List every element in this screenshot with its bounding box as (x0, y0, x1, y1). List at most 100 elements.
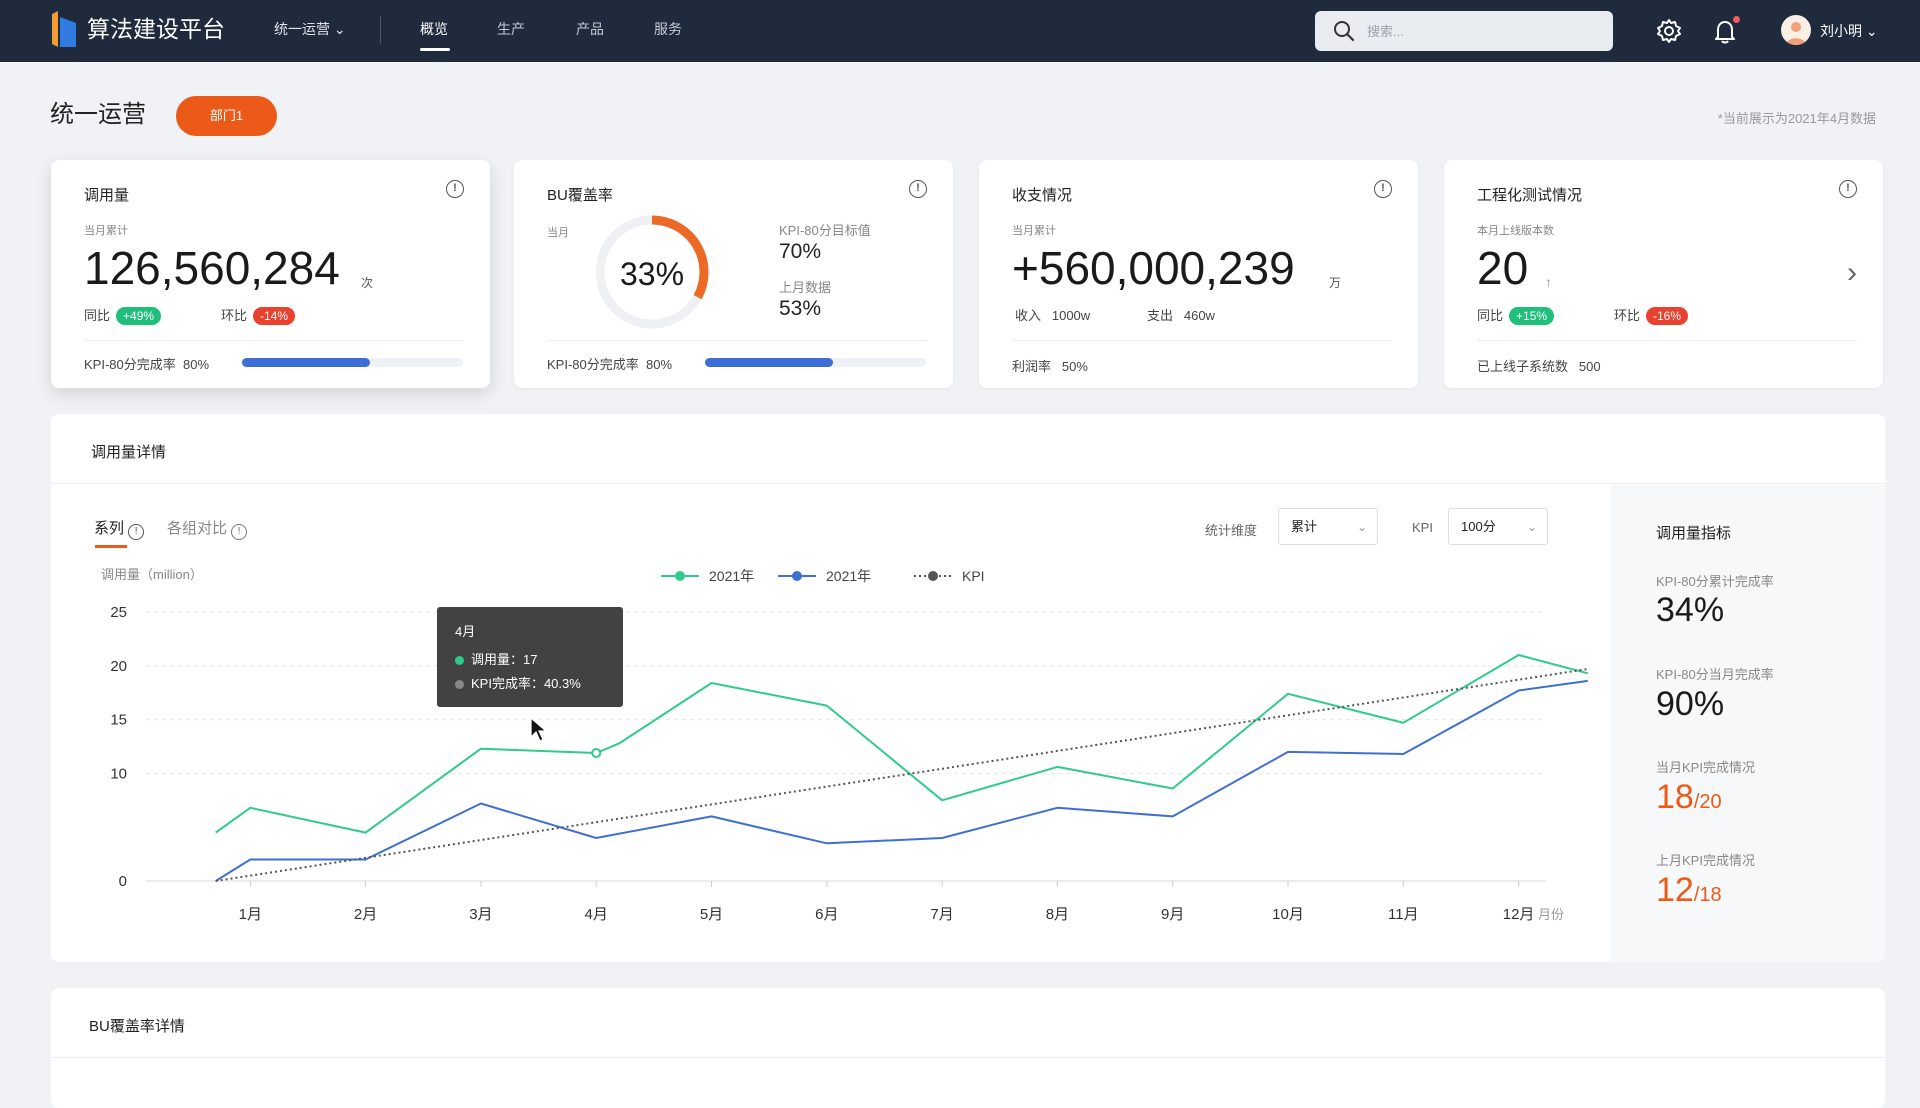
card-title: 调用量 (84, 187, 130, 204)
legend-marker (928, 571, 938, 581)
series-line-2 (215, 679, 1588, 882)
metric-label: KPI-80分当月完成率 (1656, 667, 1774, 682)
kpi-value: 80% (182, 357, 210, 372)
tab-series[interactable]: 系列 ! (94, 517, 145, 540)
user-menu[interactable]: 刘小明 ⌄ (1820, 23, 1878, 39)
legend-label: 2021年 (709, 568, 754, 584)
x-tick-label: 7月 (930, 906, 953, 923)
legend-marker (675, 571, 685, 581)
x-tick-label: 6月 (815, 906, 838, 923)
divider (547, 340, 927, 341)
kpi-select-value: 100分 (1461, 519, 1496, 534)
kpi-label: KPI-80分完成率 (84, 357, 176, 372)
call-volume-chart: 调用量（million） 0 10 15 20 25 1月 2月 3月 4月 5月 6月 7月 8月 9月 1… (101, 567, 1589, 923)
avatar[interactable] (1781, 15, 1811, 45)
kpi-progress-bar (705, 358, 926, 367)
y-tick-label: 0 (119, 873, 127, 890)
dimension-value: 累计 (1291, 519, 1318, 534)
kpi-label: KPI-80分完成率 (547, 357, 639, 372)
mouse-cursor-icon (530, 716, 548, 742)
tooltip-row-kpi: KPI完成率：40.3% (455, 673, 581, 692)
brand-logo-icon (52, 11, 76, 47)
top-navbar: 算法建设平台 统一运营 ⌄ 概览 生产 产品 服务 刘小明 ⌄ (0, 0, 1920, 62)
metric-label: KPI-80分累计完成率 (1656, 574, 1774, 589)
calls-value: 126,560,284 (84, 242, 340, 294)
tab-service[interactable]: 服务 (654, 21, 682, 37)
chevron-right-icon[interactable]: › (1847, 256, 1857, 289)
calls-unit: 次 (361, 276, 374, 290)
info-icon[interactable]: ! (1839, 180, 1857, 198)
chevron-down-icon: ⌄ (1526, 520, 1537, 534)
income-row: 收入 1000w (1015, 305, 1090, 324)
legend-label: KPI (962, 568, 985, 584)
user-avatar-icon (1786, 22, 1806, 45)
metric-value: 90% (1656, 685, 1725, 723)
dimension-select[interactable]: 累计 ⌄ (1278, 508, 1378, 545)
info-icon[interactable]: ! (231, 524, 248, 540)
engineering-card[interactable]: 工程化测试情况 ! 本月上线版本数 20 ↑ 同比 +15% 环比 -16% › 已… (1444, 160, 1883, 388)
metric-value: 34% (1656, 591, 1725, 629)
info-icon[interactable]: ! (446, 180, 464, 198)
info-icon[interactable]: ! (128, 524, 145, 540)
card-subtitle: 本月上线版本数 (1477, 225, 1554, 237)
tab-overview[interactable]: 概览 (420, 21, 448, 37)
calls-card[interactable]: 调用量 ! 当月累计 126,560,284 次 同比 +49% 环比 -14% K… (51, 160, 490, 388)
search-input[interactable] (1367, 21, 1597, 41)
finance-card[interactable]: 收支情况 ! 当月累计 +560,000,239 万 收入 1000w 支出 4… (979, 160, 1418, 388)
y-tick-label: 25 (110, 604, 127, 621)
profit-row: 利润率 50% (1012, 356, 1088, 375)
profit-value: 50% (1061, 359, 1088, 374)
tab-product[interactable]: 产品 (576, 21, 604, 37)
data-note: *当前展示为2021年4月数据 (1717, 111, 1876, 126)
brand-name: 算法建设平台 (87, 16, 225, 42)
metric-value: 12/18 (1656, 870, 1722, 915)
yoy-label: 同比 (1477, 308, 1504, 323)
x-tick-label: 4月 (585, 906, 608, 923)
metric-label: 上月KPI完成情况 (1656, 853, 1755, 868)
sidebar-title: 调用量指标 (1656, 525, 1732, 542)
last-month-value: 53% (779, 297, 822, 320)
highlight-point (591, 747, 602, 758)
bu-coverage-detail-panel: BU覆盖率详情 (51, 988, 1885, 1108)
mom-badge: -14% (253, 307, 296, 325)
series-dot (455, 656, 464, 666)
x-tick-label: 12月 (1503, 906, 1535, 923)
tab-production[interactable]: 生产 (497, 21, 525, 37)
subsystem-row: 已上线子系统数 500 (1477, 356, 1601, 375)
nav-divider (380, 16, 381, 44)
kpi-progress-fill (705, 358, 834, 367)
y-tick-label: 20 (110, 658, 127, 675)
x-tick-label: 9月 (1161, 906, 1184, 923)
mom-row: 环比 -16% (1614, 305, 1689, 325)
workspace-dropdown[interactable]: 统一运营 ⌄ (274, 21, 346, 37)
kpi-row: KPI-80分完成率 80% (84, 354, 209, 373)
divider (84, 340, 464, 341)
bu-coverage-card[interactable]: BU覆盖率 ! 当月 33% KPI-80分目标值 70% 上月数据 53% K… (514, 160, 953, 388)
kpi-select[interactable]: 100分 ⌄ (1448, 508, 1548, 545)
search-box[interactable] (1315, 11, 1613, 51)
divider (1012, 340, 1392, 341)
metric-num: 18 (1656, 778, 1694, 816)
tab-group-compare[interactable]: 各组对比 ! (167, 517, 248, 540)
divider (1477, 340, 1857, 341)
legend-label: 2021年 (826, 568, 871, 584)
page-title: 统一运营 (50, 101, 146, 128)
x-tick-label: 1月 (239, 906, 262, 923)
metric-den: /18 (1693, 884, 1722, 906)
series-line-3 (215, 668, 1588, 882)
last-month-label: 上月数据 (779, 280, 832, 295)
notification-dot (1732, 15, 1741, 24)
info-icon[interactable]: ! (1374, 180, 1392, 198)
x-tick-label: 3月 (469, 906, 492, 923)
bell-icon[interactable] (1711, 17, 1739, 45)
target-label: KPI-80分目标值 (779, 223, 871, 238)
call-volume-detail-panel: 调用量详情 系列 ! 各组对比 ! 统计维度 累计 ⌄ KPI 100分 ⌄ 调用量… (51, 414, 1885, 962)
coverage-percent: 33% (619, 256, 685, 292)
x-tick-label: 5月 (700, 906, 723, 923)
department-button[interactable]: 部门1 (176, 96, 277, 136)
x-axis-label: 月份 (1538, 907, 1564, 922)
yoy-row: 同比 +49% (84, 305, 162, 325)
expense-row: 支出 460w (1147, 305, 1215, 324)
gear-icon[interactable] (1655, 17, 1683, 45)
info-icon[interactable]: ! (909, 180, 927, 198)
